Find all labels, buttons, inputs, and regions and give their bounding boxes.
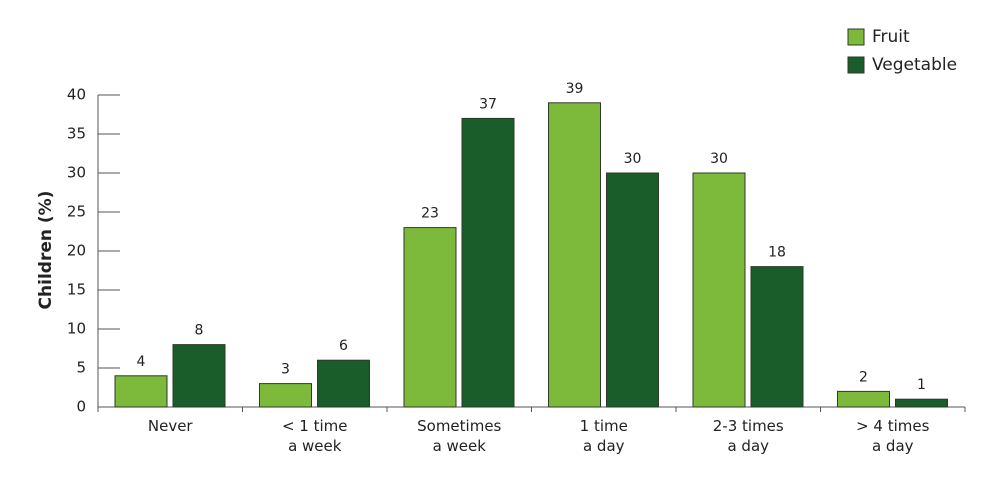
x-tick-label: Sometimes a week [417, 417, 502, 455]
bar [692, 172, 746, 408]
y-tick-label: 25 [67, 203, 86, 221]
x-tick-label: 2-3 times a day [712, 417, 784, 455]
legend-swatch [847, 56, 865, 74]
y-tick-label: 5 [76, 359, 86, 377]
bar [837, 390, 890, 408]
bar [172, 344, 226, 408]
bar [259, 383, 312, 408]
x-tick-label: 1 time a day [579, 417, 628, 455]
value-label: 30 [710, 151, 728, 167]
value-label: 37 [479, 96, 497, 112]
bar [317, 359, 370, 408]
bar [895, 398, 948, 408]
value-label: 2 [859, 369, 868, 385]
value-label: 4 [137, 354, 146, 370]
value-label: 18 [768, 245, 786, 261]
x-tick-label: < 1 time a week [281, 417, 348, 455]
value-label: 3 [281, 362, 290, 378]
y-axis-label: Children (%) [36, 191, 56, 310]
value-label: 6 [339, 338, 348, 354]
bar [750, 266, 804, 408]
x-tick-label: Never [147, 417, 193, 435]
value-label: 39 [566, 81, 584, 97]
value-label: 8 [195, 323, 204, 339]
bar [606, 172, 659, 408]
value-label: 23 [421, 206, 439, 222]
y-tick-label: 20 [67, 242, 86, 260]
bar [461, 117, 515, 408]
legend-label: Fruit [872, 27, 910, 47]
y-tick-label: 30 [67, 164, 86, 182]
x-tick-label: > 4 times a day [856, 417, 930, 455]
y-tick-label: 35 [67, 125, 86, 143]
legend-swatch [847, 28, 865, 46]
y-tick-label: 10 [67, 320, 86, 338]
value-label: 1 [917, 377, 926, 393]
y-tick-label: 15 [67, 281, 86, 299]
y-tick-label: 0 [76, 398, 86, 416]
value-label: 30 [624, 151, 642, 167]
legend-label: Vegetable [872, 55, 957, 75]
y-tick-label: 40 [67, 86, 86, 104]
bar [403, 227, 457, 408]
bar [114, 375, 168, 408]
bar [548, 102, 601, 408]
